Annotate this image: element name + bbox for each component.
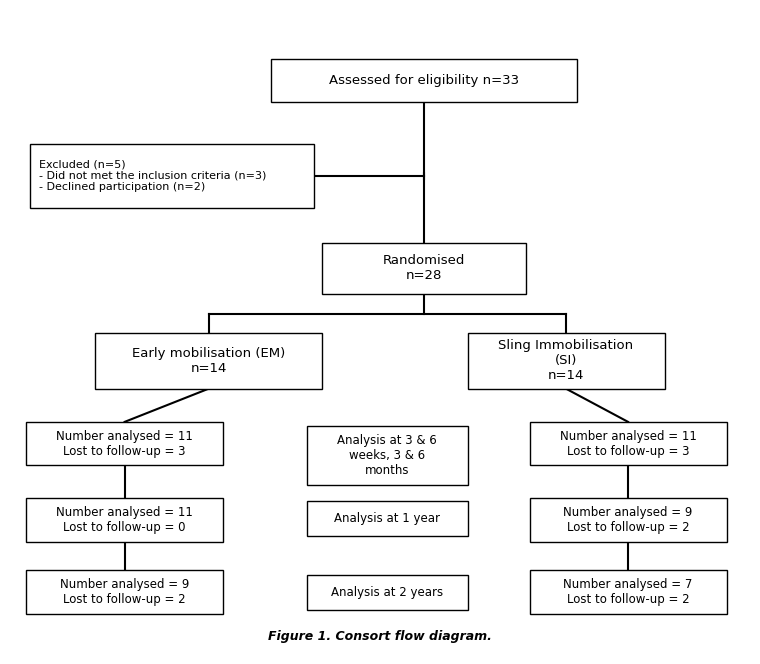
- Text: Figure 1. Consort flow diagram.: Figure 1. Consort flow diagram.: [268, 630, 492, 643]
- Text: Number analysed = 9
Lost to follow-up = 2: Number analysed = 9 Lost to follow-up = …: [60, 578, 189, 606]
- FancyBboxPatch shape: [271, 58, 577, 102]
- Text: Randomised
n=28: Randomised n=28: [382, 254, 465, 282]
- FancyBboxPatch shape: [26, 570, 223, 614]
- FancyBboxPatch shape: [467, 333, 664, 388]
- FancyBboxPatch shape: [96, 333, 321, 388]
- Text: Number analysed = 7
Lost to follow-up = 2: Number analysed = 7 Lost to follow-up = …: [563, 578, 693, 606]
- FancyBboxPatch shape: [307, 574, 467, 610]
- FancyBboxPatch shape: [530, 499, 727, 542]
- Text: Number analysed = 11
Lost to follow-up = 3: Number analysed = 11 Lost to follow-up =…: [559, 430, 696, 457]
- FancyBboxPatch shape: [26, 422, 223, 465]
- Text: Analysis at 1 year: Analysis at 1 year: [334, 512, 440, 525]
- FancyBboxPatch shape: [321, 243, 526, 293]
- FancyBboxPatch shape: [307, 501, 467, 536]
- Text: Number analysed = 9
Lost to follow-up = 2: Number analysed = 9 Lost to follow-up = …: [563, 506, 693, 534]
- Text: Number analysed = 11
Lost to follow-up = 3: Number analysed = 11 Lost to follow-up =…: [56, 430, 193, 457]
- FancyBboxPatch shape: [26, 499, 223, 542]
- Text: Sling Immobilisation
(SI)
n=14: Sling Immobilisation (SI) n=14: [499, 339, 634, 382]
- Text: Analysis at 2 years: Analysis at 2 years: [331, 586, 443, 598]
- Text: Assessed for eligibility n=33: Assessed for eligibility n=33: [329, 74, 519, 87]
- Text: Early mobilisation (EM)
n=14: Early mobilisation (EM) n=14: [132, 347, 285, 374]
- FancyBboxPatch shape: [530, 422, 727, 465]
- Text: Number analysed = 11
Lost to follow-up = 0: Number analysed = 11 Lost to follow-up =…: [56, 506, 193, 534]
- Text: Excluded (n=5)
- Did not met the inclusion criteria (n=3)
- Declined participati: Excluded (n=5) - Did not met the inclusi…: [39, 159, 266, 193]
- FancyBboxPatch shape: [30, 144, 315, 208]
- Text: Analysis at 3 & 6
weeks, 3 & 6
months: Analysis at 3 & 6 weeks, 3 & 6 months: [337, 434, 437, 477]
- FancyBboxPatch shape: [307, 426, 467, 485]
- FancyBboxPatch shape: [530, 570, 727, 614]
